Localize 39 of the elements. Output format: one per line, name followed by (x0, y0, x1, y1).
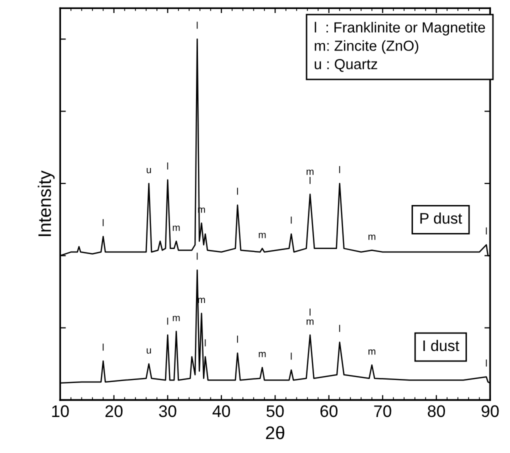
series-label: P dust (420, 212, 462, 224)
x-tick-label: 10 (52, 405, 69, 418)
annotation: m (368, 234, 376, 240)
series-label: I dust (423, 340, 460, 352)
annotation: u (146, 348, 151, 354)
annotation: l (237, 188, 238, 195)
x-tick-label: 20 (105, 405, 123, 418)
annotation: m l (306, 170, 314, 184)
annotation: l (237, 336, 238, 343)
x-tick-label: 40 (212, 405, 230, 418)
annotation: m (172, 226, 180, 231)
annotation: m (368, 349, 376, 355)
x-tick-label: 30 (159, 405, 176, 418)
annotation: l (486, 227, 487, 234)
annotation: l (339, 324, 340, 332)
annotation: l m (306, 308, 314, 325)
annotation: l (339, 166, 340, 174)
annotation: l (196, 252, 198, 260)
annotation: l (204, 339, 206, 346)
x-tick-label: 70 (374, 405, 392, 418)
annotation: l (167, 318, 168, 325)
x-axis-title: 2θ (266, 426, 284, 440)
annotation: l (290, 216, 292, 224)
x-tick-label: 80 (428, 405, 445, 418)
annotation: l (102, 219, 104, 226)
y-axis-title: Intensity (38, 170, 55, 236)
annotation: m (258, 232, 266, 238)
annotation: l (486, 360, 487, 367)
annotation: m (172, 316, 180, 322)
annotation: l (167, 162, 168, 170)
annotation: l (102, 344, 104, 351)
x-tick-label: 90 (482, 405, 499, 418)
x-tick-label: 60 (320, 405, 338, 418)
annotation: l (196, 22, 198, 29)
annotation: u (146, 168, 151, 174)
annotation: l (290, 352, 292, 360)
annotation: l : Franklinite or Magnetite m: Zincite (ZnO) u : Quartz (314, 22, 486, 72)
x-tick-label: 50 (266, 405, 284, 418)
annotation: m (258, 352, 266, 358)
